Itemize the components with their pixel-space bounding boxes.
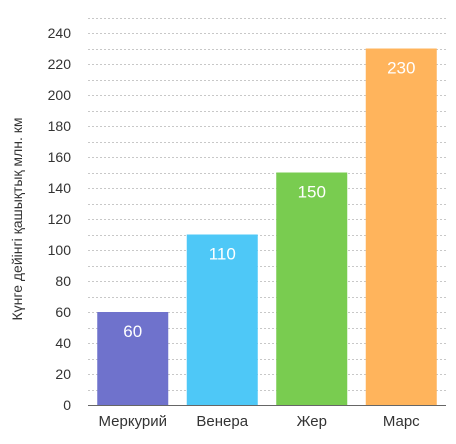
x-category-label: Меркурий [98,413,167,430]
y-tick-label: 0 [63,397,71,413]
y-tick-label: 140 [48,180,72,196]
y-tick-label: 20 [55,366,71,382]
bars [97,48,437,405]
y-tick-label: 100 [48,242,72,258]
x-category-label: Жер [297,413,327,430]
y-tick-label: 40 [55,335,71,351]
y-tick-label: 180 [48,118,72,134]
y-tick-label: 80 [55,273,71,289]
x-category-label: Венера [196,413,248,430]
y-axis-ticks: 0 20 40 60 80 100 120 140 160 180 200 220 240 [48,25,72,413]
bar-2 [186,234,258,405]
y-tick-label: 220 [48,56,72,72]
bar-1 [97,312,169,405]
x-axis-categories: Меркурий Венера Жер Марс [98,413,420,430]
y-tick-label: 160 [48,149,72,165]
data-labels: 60 110 150 230 [123,59,415,342]
x-category-label: Марс [383,413,420,430]
y-axis-title: Күнге дейінгі қашықтық млн. км [9,118,25,321]
bar-value-label: 150 [298,183,326,202]
bar-3 [276,172,348,405]
y-tick-label: 240 [48,25,72,41]
y-tick-label: 120 [48,211,72,227]
bar-4 [365,48,437,405]
bar-value-label: 110 [209,245,236,264]
bar-value-label: 230 [387,59,415,78]
y-tick-label: 60 [55,304,71,320]
y-tick-label: 200 [48,87,72,103]
bar-value-label: 60 [123,322,142,341]
